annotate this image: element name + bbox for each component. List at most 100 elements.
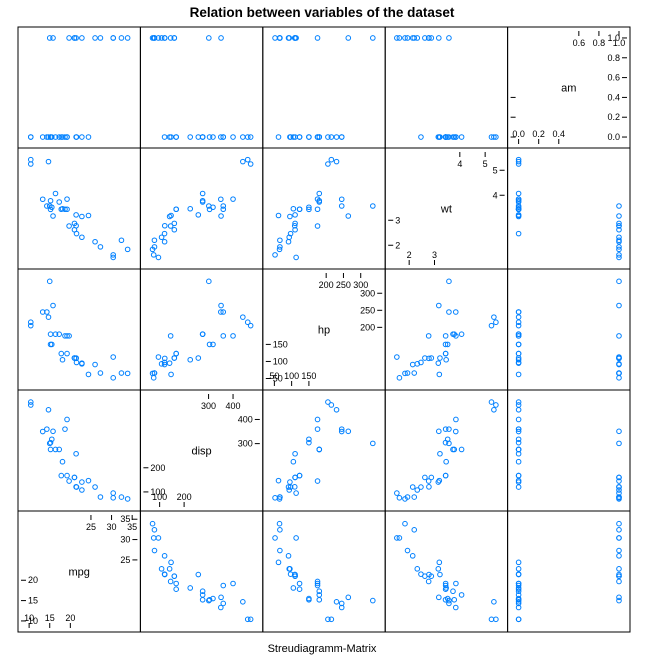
data-point (316, 596, 323, 603)
data-point (287, 230, 294, 237)
data-point (314, 206, 321, 213)
panel-frame (262, 510, 386, 633)
data-point (247, 616, 254, 623)
data-point (442, 580, 449, 587)
data-point (44, 426, 50, 432)
data-point (45, 134, 52, 140)
data-point (426, 484, 432, 490)
data-point (409, 553, 416, 559)
panel-frame (17, 268, 141, 391)
data-point (404, 547, 411, 554)
points-group (27, 156, 131, 261)
data-point (325, 399, 331, 405)
tick-label: 0.8 (593, 38, 606, 48)
data-point (325, 134, 331, 140)
data-point (396, 35, 403, 41)
data-point (56, 331, 63, 337)
data-point (247, 322, 254, 329)
data-point (306, 134, 312, 140)
data-point (515, 356, 522, 363)
data-point (616, 370, 622, 376)
data-point (47, 446, 54, 453)
data-point (73, 222, 79, 229)
data-point (58, 472, 65, 479)
points-group (394, 35, 499, 140)
data-point (338, 604, 345, 611)
data-point (58, 134, 65, 140)
data-point (616, 566, 622, 572)
data-point (436, 594, 442, 601)
data-point (314, 426, 321, 432)
variable-name-am: am (561, 83, 576, 95)
data-point (206, 35, 212, 41)
points-group (149, 278, 254, 381)
data-point (64, 134, 70, 140)
tick-label: 0.2 (532, 129, 545, 139)
panel-frame (17, 26, 141, 149)
data-point (292, 474, 298, 481)
data-point (325, 161, 331, 167)
data-point (293, 490, 299, 496)
data-point (515, 604, 522, 611)
data-point (491, 407, 497, 413)
data-point (110, 490, 117, 496)
data-point (85, 371, 92, 378)
data-point (515, 359, 522, 366)
data-point (616, 302, 622, 309)
data-point (47, 134, 54, 140)
data-point (166, 566, 173, 572)
data-point (422, 355, 428, 361)
data-point (171, 35, 178, 41)
data-point (452, 309, 459, 315)
data-point (515, 616, 522, 623)
data-point (314, 196, 321, 202)
tick-label: 25 (86, 522, 96, 532)
data-point (187, 356, 194, 363)
data-point (276, 520, 283, 527)
data-point (515, 331, 522, 337)
data-point (47, 206, 54, 213)
data-point (171, 226, 178, 233)
data-point (85, 477, 92, 484)
data-point (306, 439, 312, 446)
data-point (45, 158, 52, 165)
tick-label: 50 (269, 371, 279, 381)
tick-label: 200 (177, 492, 192, 502)
data-point (73, 212, 79, 218)
data-point (616, 203, 622, 209)
data-point (45, 407, 52, 413)
panel-frame (139, 147, 264, 270)
data-point (277, 547, 283, 554)
data-point (292, 226, 298, 233)
panel-am-vs-mpg (17, 26, 141, 149)
data-point (515, 566, 522, 572)
data-point (206, 206, 213, 213)
data-point (45, 314, 52, 320)
data-point (66, 478, 72, 484)
data-point (62, 134, 68, 140)
tick-label: 15 (45, 613, 55, 623)
tick-label: 400 (226, 401, 241, 411)
data-point (292, 220, 298, 227)
data-point (616, 520, 622, 527)
data-point (56, 199, 63, 205)
data-point (616, 496, 622, 502)
data-point (616, 244, 622, 250)
data-point (97, 494, 104, 500)
data-point (616, 252, 622, 258)
data-point (158, 234, 165, 241)
data-point (50, 428, 56, 435)
tick-label: 0.4 (553, 129, 566, 139)
data-point (515, 426, 522, 432)
data-point (220, 206, 227, 213)
data-point (59, 356, 66, 363)
panel-frame (17, 147, 141, 270)
data-point (296, 134, 303, 140)
data-point (442, 586, 449, 592)
panel-disp-vs-wt (384, 389, 509, 512)
data-point (118, 35, 125, 41)
data-point (218, 594, 224, 601)
data-point (64, 196, 70, 202)
data-point (409, 484, 416, 490)
